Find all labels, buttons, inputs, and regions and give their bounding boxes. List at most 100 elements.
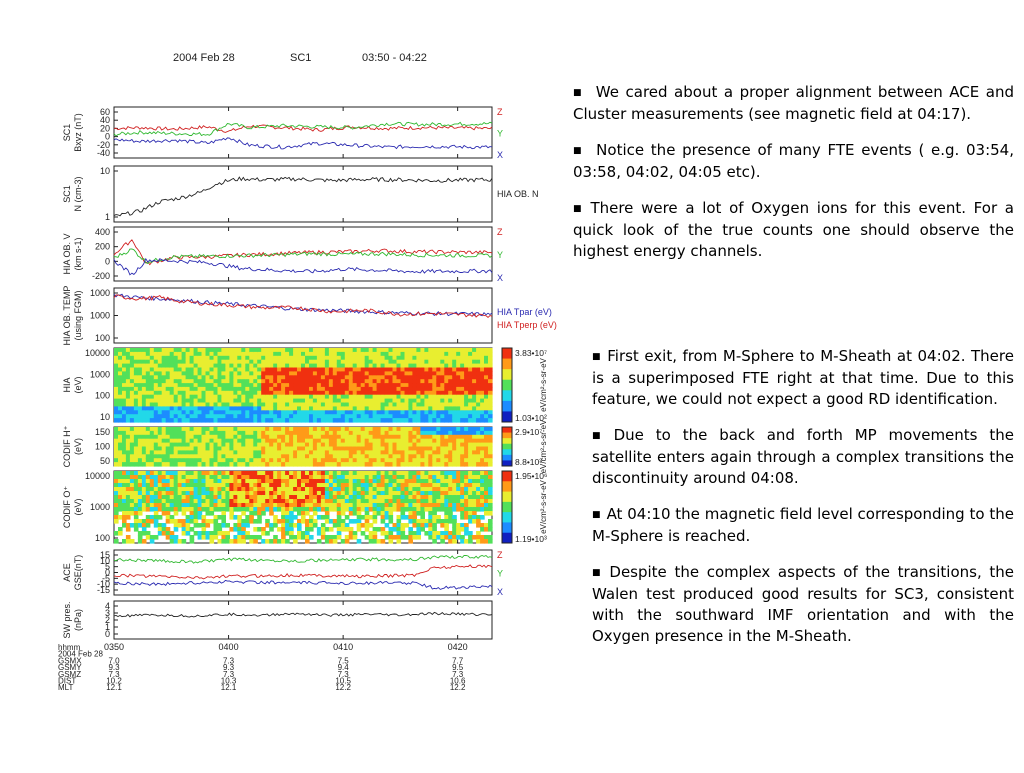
heatmap-cell [213,410,219,415]
heatmap-cell [297,491,302,496]
heatmap-cell [416,462,421,467]
heatmap-cell [249,434,254,440]
heatmap-cell [265,531,270,536]
heatmap-cell [137,430,143,436]
heatmap-cell [145,406,151,411]
heatmap-cell [118,363,123,369]
heatmap-cell [289,351,294,357]
heatmap-cell [484,430,489,436]
heatmap-cell [273,414,278,419]
heatmap-cell [448,483,453,488]
heatmap-cell [452,487,457,492]
heatmap-cell [416,375,421,380]
heatmap-cell [269,495,274,500]
heatmap-cell [261,434,266,440]
heatmap-cell [157,503,163,508]
heatmap-cell [424,442,429,448]
heatmap-cell [476,531,481,536]
heatmap-cell [114,446,119,451]
heatmap-cell [305,503,310,508]
heatmap-cell [173,410,179,415]
heatmap-cell [285,471,290,476]
heatmap-cell [241,446,246,451]
heatmap-cell [464,438,469,444]
heatmap-cell [432,519,437,524]
heatmap-cell [153,363,159,369]
heatmap-cell [309,527,314,532]
heatmap-cell [400,386,406,392]
heatmap-cell [416,442,421,448]
heatmap-cell [309,523,314,528]
heatmap-cell [193,414,199,419]
heatmap-cell [141,523,147,528]
heatmap-cell [201,479,207,484]
heatmap-cell [285,462,290,467]
heatmap-cell [185,414,191,419]
heatmap-cell [316,427,322,432]
heatmap-cell [301,491,306,496]
y-axis-label: Bxyz (nT) [73,113,83,152]
heatmap-cell [352,458,358,463]
heatmap-cell [428,406,433,411]
heatmap-cell [149,402,155,407]
ephemeris-value: 7.7 [452,656,464,665]
heatmap-cell [356,394,362,400]
ephemeris-row-label: 2004 Feb 28 [58,650,103,659]
heatmap-cell [122,515,127,520]
heatmap-cell [153,434,159,440]
heatmap-cell [356,367,362,372]
heatmap-cell [301,363,306,369]
heatmap-cell [396,410,402,415]
heatmap-cell [293,348,298,353]
heatmap-cell [428,410,433,415]
heatmap-cell [356,375,362,380]
heatmap-cell [352,487,358,492]
heatmap-cell [293,535,298,540]
heatmap-cell [281,503,286,508]
heatmap-cell [305,479,310,484]
heatmap-cell [436,483,441,488]
heatmap-cell [448,398,453,404]
heatmap-cell [340,471,346,476]
heatmap-cell [281,515,286,520]
heatmap-cell [372,371,378,376]
heatmap-cell [217,434,223,440]
heatmap-cell [372,487,378,492]
heatmap-cell [185,371,191,376]
heatmap-cell [384,531,390,536]
heatmap-cell [205,462,211,467]
heatmap-cell [368,434,374,440]
heatmap-cell [269,471,274,476]
heatmap-cell [273,471,278,476]
heatmap-cell [153,535,159,540]
heatmap-cell [237,503,242,508]
heatmap-cell [348,438,354,444]
heatmap-cell [169,471,175,476]
heatmap-cell [456,475,461,480]
heatmap-cell [324,535,330,540]
heatmap-cell [277,398,282,404]
heatmap-cell [229,438,234,444]
heatmap-cell [352,351,358,357]
heatmap-cell [165,355,171,361]
heatmap-cell [269,446,274,451]
heatmap-cell [245,487,250,492]
heatmap-cell [312,351,318,357]
heatmap-cell [265,414,270,419]
heatmap-cell [157,527,163,532]
heatmap-cell [273,351,278,357]
heatmap-cell [348,450,354,455]
heatmap-cell [324,348,330,353]
heatmap-cell [297,434,302,440]
heatmap-cell [273,398,278,404]
heatmap-cell [205,386,211,392]
heatmap-cell [245,495,250,500]
heatmap-cell [237,390,242,396]
heatmap-cell [145,475,151,480]
heatmap-cell [229,430,234,436]
heatmap-cell [488,462,493,467]
colorbar-segment [502,471,512,482]
heatmap-cell [118,410,123,415]
heatmap-cell [122,479,127,484]
heatmap-cell [265,471,270,476]
